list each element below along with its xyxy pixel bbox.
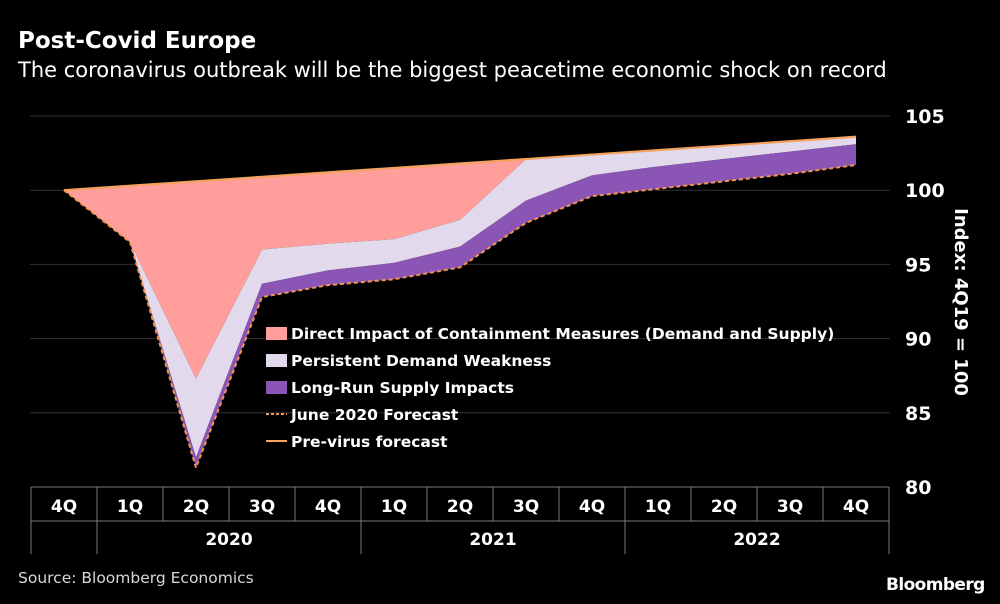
june-2020-forecast-line bbox=[63, 163, 857, 471]
legend-swatch bbox=[266, 381, 287, 394]
y-tick-label: 105 bbox=[905, 106, 945, 128]
chart-title: Post-Covid Europe bbox=[18, 28, 257, 54]
x-tick-label: 1Q bbox=[117, 497, 143, 517]
year-group-label: 2021 bbox=[469, 530, 516, 550]
x-tick-label: 1Q bbox=[645, 497, 671, 517]
x-tick-label: 4Q bbox=[579, 497, 605, 517]
x-tick-label: 2Q bbox=[447, 497, 473, 517]
chart-areas bbox=[64, 136, 856, 468]
legend-label: Direct Impact of Containment Measures (D… bbox=[291, 325, 834, 343]
legend-swatch bbox=[266, 327, 287, 340]
x-tick-label: 4Q bbox=[51, 497, 77, 517]
y-tick-label: 80 bbox=[905, 477, 931, 499]
chart-subtitle: The coronavirus outbreak will be the big… bbox=[18, 58, 887, 82]
x-tick-label: 3Q bbox=[249, 497, 275, 517]
x-tick-label: 3Q bbox=[513, 497, 539, 517]
x-tick-label: 3Q bbox=[777, 497, 803, 517]
y-tick-label: 85 bbox=[905, 403, 931, 425]
x-tick-label: 4Q bbox=[315, 497, 341, 517]
y-axis-label: Index: 4Q19 = 100 bbox=[950, 208, 971, 396]
source-note: Source: Bloomberg Economics bbox=[18, 569, 254, 587]
x-tick-label: 2Q bbox=[183, 497, 209, 517]
legend-label: Long-Run Supply Impacts bbox=[291, 379, 514, 397]
x-tick-label: 1Q bbox=[381, 497, 407, 517]
legend: Direct Impact of Containment Measures (D… bbox=[266, 325, 834, 451]
bloomberg-logo: Bloomberg bbox=[886, 575, 985, 595]
legend-label: June 2020 Forecast bbox=[290, 406, 459, 424]
year-group-label: 2020 bbox=[205, 530, 252, 550]
y-axis: 80 85 90 95 100 105 bbox=[905, 106, 945, 499]
pre-virus-forecast-line bbox=[63, 135, 857, 192]
y-tick-label: 100 bbox=[905, 180, 945, 202]
x-tick-label: 2Q bbox=[711, 497, 737, 517]
chart-lines bbox=[63, 135, 857, 471]
containment-area bbox=[64, 136, 856, 379]
legend-label: Pre-virus forecast bbox=[291, 433, 448, 451]
year-group-label: 2022 bbox=[733, 530, 780, 550]
legend-swatch bbox=[266, 354, 287, 367]
y-tick-label: 90 bbox=[905, 329, 931, 351]
y-tick-label: 95 bbox=[905, 254, 931, 276]
x-axis: 4Q 1Q 2Q 3Q 4Q 1Q 2Q 3Q 4Q 1Q 2Q 3Q 4Q 2020 2021 2022 bbox=[30, 486, 890, 554]
x-tick-label: 4Q bbox=[843, 497, 869, 517]
legend-label: Persistent Demand Weakness bbox=[291, 352, 551, 370]
